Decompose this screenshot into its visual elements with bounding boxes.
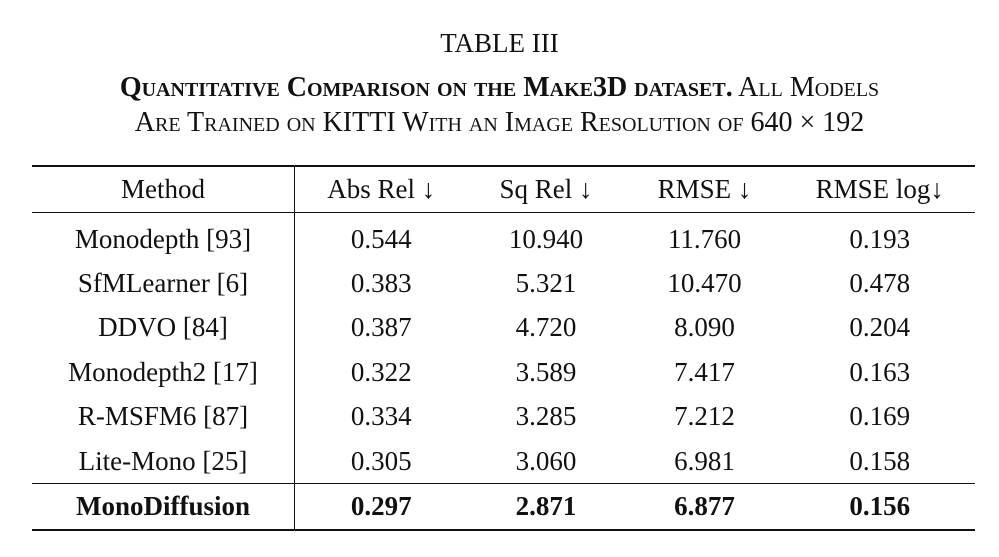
table-cell: 7.417 (674, 356, 735, 387)
table-cell: 3.060 (515, 445, 577, 476)
table-cell: Monodepth [93] (32, 212, 295, 262)
table-cell: 0.169 (849, 401, 911, 432)
table-cell: 10.940 (467, 212, 625, 262)
header-cell: RMSE ↓ (624, 165, 785, 213)
table-row: R-MSFM6 [87] 0.334 3.285 7.212 0.169 (32, 394, 975, 439)
table-cell: 4.720 (515, 312, 577, 343)
table-row: Monodepth [93] 0.544 10.940 11.760 0.193 (32, 212, 975, 262)
header-cell: Sq Rel ↓ (467, 165, 625, 213)
table-cell: 0.322 (350, 356, 412, 387)
header-cell: Abs Rel ↓ (294, 165, 468, 213)
table-cell: 7.212 (674, 401, 735, 432)
table-cell: 0.544 (294, 212, 468, 262)
table-cell: R-MSFM6 [87] (32, 394, 295, 439)
header-cell: Method (32, 165, 295, 213)
table-cell: 0.478 (849, 268, 911, 299)
table-cell: 0.156 (784, 483, 975, 532)
caption-line: Are Trained on KITTI With an Image Resol… (134, 107, 865, 138)
table-cell: 11.760 (624, 212, 785, 262)
table-cell: 5.321 (515, 268, 577, 299)
table-row: DDVO [84] 0.387 4.720 8.090 0.204 (32, 305, 975, 351)
table-cell: DDVO [84] (32, 305, 295, 351)
header-cell: RMSE log↓ (784, 165, 975, 213)
table-label: TABLE III (440, 28, 559, 58)
table-cell: 6.981 (674, 445, 735, 476)
table-cell: 0.297 (294, 483, 468, 532)
table-cell: Lite-Mono [25] (32, 438, 295, 484)
table-cell: 8.090 (674, 312, 735, 343)
caption-text: All Models (738, 72, 880, 103)
table-cell: 3.285 (515, 401, 577, 432)
table-cell: 10.470 (667, 268, 742, 299)
table-row: Monodepth2 [17] 0.322 3.589 7.417 0.163 (32, 350, 975, 395)
table-cell: 0.193 (784, 212, 975, 262)
table-cell: 0.158 (849, 445, 911, 476)
table-cell: Monodepth2 [17] (32, 350, 295, 395)
header-row: Method Abs Rel ↓ Sq Rel ↓ RMSE ↓ RMSE log↓ (32, 165, 975, 213)
results-table: Method Abs Rel ↓ Sq Rel ↓ RMSE ↓ RMSE log↓ M… (32, 165, 975, 532)
table-cell: 0.387 (350, 312, 412, 343)
table-cell: 6.877 (624, 483, 785, 532)
table-cell: 0.305 (350, 445, 412, 476)
table-cell: 3.589 (515, 356, 577, 387)
caption-line: Quantitative Comparison on the Make3D da… (0, 72, 999, 104)
table-body: Monodepth [93] 0.544 10.940 11.760 0.193 SfML… (32, 212, 975, 532)
table-cell: MonoDiffusion (32, 483, 295, 532)
final-row: MonoDiffusion 0.297 2.871 6.877 0.156 (32, 483, 975, 532)
table-cell: 0.383 (350, 268, 412, 299)
table-cell: 2.871 (467, 483, 625, 532)
table-row: SfMLearner [6] 0.383 5.321 10.470 0.478 (32, 261, 975, 306)
table-header: Method Abs Rel ↓ Sq Rel ↓ RMSE ↓ RMSE log↓ (32, 165, 975, 213)
table-cell: SfMLearner [6] (32, 261, 295, 306)
caption-bold: Quantitative Comparison on the Make3D da… (119, 72, 733, 103)
table-cell: 0.163 (849, 356, 911, 387)
table-cell: 0.334 (350, 401, 412, 432)
table-row: Lite-Mono [25] 0.305 3.060 6.981 0.158 (32, 438, 975, 484)
table-cell: 0.204 (849, 312, 911, 343)
